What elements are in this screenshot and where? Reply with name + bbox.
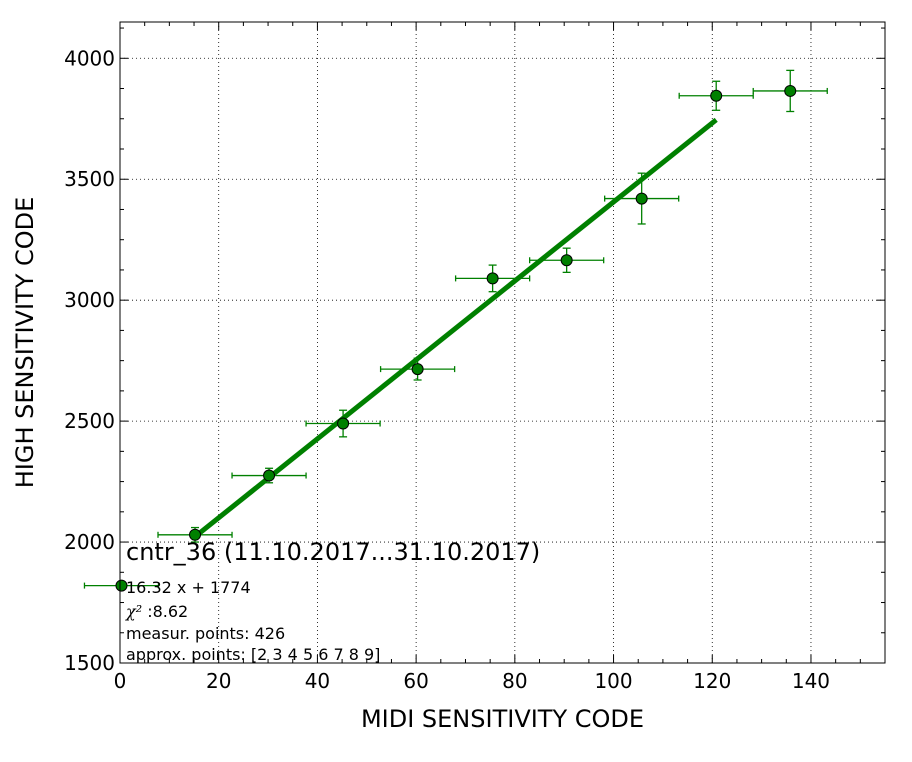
x-tick-label: 140 <box>792 669 830 693</box>
data-point <box>560 254 573 267</box>
fit-layer <box>193 117 718 539</box>
x-axis-title: MIDI SENSITIVITY CODE <box>361 705 644 733</box>
fit-line <box>193 117 718 539</box>
y-tick-label: 2500 <box>64 409 115 433</box>
x-tick-label: 0 <box>114 669 127 693</box>
data-point <box>115 579 128 592</box>
chi-square-value: :8.62 <box>142 602 188 621</box>
x-tick-label: 40 <box>305 669 330 693</box>
annotation-equation: 16.32 x + 1774 <box>126 578 251 597</box>
x-tick-label: 60 <box>403 669 428 693</box>
chi-square-symbol: χ² <box>125 602 142 621</box>
x-tick-label: 100 <box>594 669 632 693</box>
y-tick-label: 4000 <box>64 46 115 70</box>
y-tick-label: 2000 <box>64 530 115 554</box>
y-tick-label: 1500 <box>64 651 115 675</box>
x-tick-label: 80 <box>502 669 527 693</box>
annotation-chi-square: χ² :8.62 <box>125 602 188 621</box>
annotation-measur-points: measur. points: 426 <box>126 624 285 643</box>
grid <box>120 22 885 663</box>
y-tick-label: 3000 <box>64 288 115 312</box>
data-point <box>337 417 350 430</box>
x-tick-label: 120 <box>693 669 731 693</box>
y-tick-labels: 1500 2000 2500 3000 3500 4000 <box>64 46 115 675</box>
data-point <box>189 528 202 541</box>
x-tick-labels: 0 20 40 60 80 100 120 140 <box>114 669 830 693</box>
data-point <box>710 89 723 102</box>
fit-annotation: cntr_36 (11.10.2017...31.10.2017) 16.32 … <box>125 538 540 664</box>
annotation-title: cntr_36 (11.10.2017...31.10.2017) <box>126 538 540 566</box>
annotation-approx-points: approx. points: [2 3 4 5 6 7 8 9] <box>126 645 380 664</box>
data-point <box>635 192 648 205</box>
y-axis-title: HIGH SENSITIVITY CODE <box>11 197 39 489</box>
data-point <box>784 84 797 97</box>
plot-frame <box>119 21 886 664</box>
data-point <box>263 469 276 482</box>
y-tick-label: 3500 <box>64 167 115 191</box>
data-point <box>411 363 424 376</box>
data-point <box>486 272 499 285</box>
minor-ticks <box>120 22 886 663</box>
markers <box>115 84 797 592</box>
x-tick-label: 20 <box>206 669 231 693</box>
